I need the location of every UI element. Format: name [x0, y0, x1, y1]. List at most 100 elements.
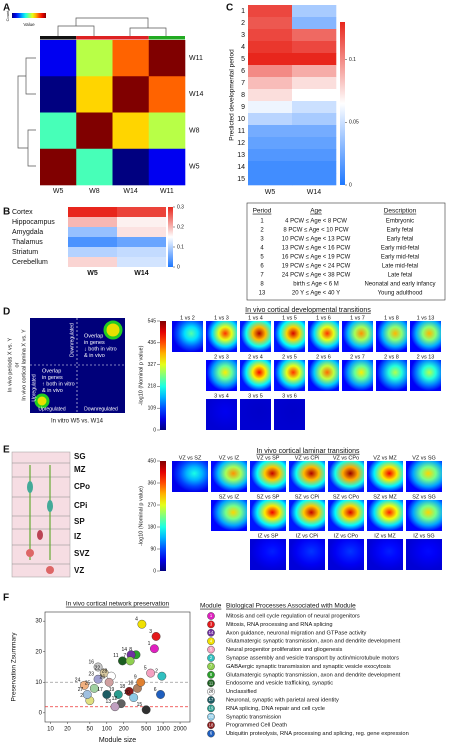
rrho-map	[274, 321, 305, 352]
heatmap-cell	[40, 76, 77, 113]
point-label: 1	[148, 641, 151, 647]
table-cell: 8	[260, 282, 264, 288]
heatmap-cell	[40, 148, 77, 186]
panel-letter: D	[3, 307, 10, 318]
panel-title: In vivo cortical network preservation	[66, 601, 170, 608]
sample-strip	[40, 36, 77, 40]
schematic-blob	[103, 320, 123, 340]
x-tick-label: 20	[64, 727, 71, 733]
row-label: 3	[241, 32, 245, 39]
colorbar-tick-label: 180	[148, 524, 157, 530]
heatmap-cell	[117, 227, 166, 237]
legend-text: Synaptic transmission	[226, 714, 281, 720]
panel-title: In vivo cortical laminar transitions	[256, 448, 360, 455]
row-label: Cerebellum	[12, 259, 48, 266]
row-label: Cortex	[12, 209, 33, 216]
panel-title: In vivo cortical developmental transitio…	[245, 307, 371, 314]
heatmap-cell	[292, 137, 337, 150]
colorbar-tick-label: 0	[153, 568, 156, 574]
module-point	[156, 690, 165, 699]
module-point	[110, 702, 120, 712]
heatmap-cell	[292, 77, 337, 90]
rrho-map	[406, 500, 442, 531]
heatmap-cell	[292, 5, 337, 18]
colorbar	[160, 461, 166, 571]
table-header: Description	[384, 208, 417, 215]
x-tick-label: 1000	[156, 727, 170, 733]
table-cell: 5	[260, 255, 264, 261]
map-label: VZ vs CPi	[295, 455, 319, 461]
axis-label: Module size	[99, 737, 136, 744]
heatmap-cell	[248, 53, 293, 66]
row-label: 11	[238, 128, 245, 135]
rrho-map	[289, 539, 325, 570]
table-cell: 6	[260, 264, 264, 270]
point-label: 27	[78, 687, 84, 693]
heatmap-cell	[40, 112, 77, 150]
heatmap-cell	[76, 76, 113, 113]
module-point	[124, 687, 134, 696]
map-label: IZ vs SP	[258, 533, 279, 539]
table-cell: 8 PCW ≤ Age < 10 PCW	[283, 228, 348, 234]
legend-swatch	[207, 671, 215, 679]
rrho-map	[342, 360, 373, 391]
legend-text: Neural progenitor proliferation and glio…	[226, 647, 343, 653]
map-label: 1 vs 3	[214, 315, 229, 321]
schematic-text: Downregulated	[69, 323, 75, 357]
schematic-text: & in vivo	[84, 353, 105, 359]
map-label: VZ vs IZ	[219, 455, 240, 461]
col-label: W5	[87, 270, 98, 277]
rrho-map	[376, 321, 407, 352]
rrho-map	[289, 500, 325, 531]
module-point	[93, 662, 103, 672]
map-label: IZ vs MZ	[374, 533, 396, 539]
module-point	[136, 677, 146, 687]
table-cell: 1	[260, 219, 264, 225]
table-cell: 19 PCW ≤ Age < 24 PCW	[282, 264, 351, 270]
table-cell: birth ≤ Age < 6 M	[293, 282, 338, 288]
heatmap-cell	[40, 40, 77, 77]
map-label: SZ vs SP	[257, 494, 280, 500]
heatmap-cell	[68, 227, 117, 237]
map-label: VZ vs SG	[412, 455, 436, 461]
colorbar-tick-label: 0.05	[349, 120, 359, 126]
heatmap-cell	[68, 247, 117, 257]
y-tick-label: 20	[35, 649, 42, 655]
layer-label: CPi	[74, 501, 87, 510]
heatmap-cell	[248, 137, 293, 150]
module-point	[102, 690, 112, 699]
point-label: 19	[109, 687, 115, 693]
heatmap-cell	[248, 125, 293, 138]
row-label: 6	[241, 68, 245, 75]
table-border	[246, 202, 446, 301]
legend-module: 7	[210, 664, 213, 669]
module-point	[82, 690, 92, 699]
layer-label: SG	[74, 452, 86, 461]
map-label: 3 vs 4	[214, 393, 229, 399]
legend-module: 3	[210, 622, 213, 627]
module-point	[129, 693, 139, 702]
module-point	[104, 677, 114, 687]
heatmap-cell	[148, 112, 186, 150]
panel-letter: C	[226, 3, 233, 14]
map-label: 1 vs 4	[248, 315, 263, 321]
dendrogram-top	[57, 17, 167, 36]
legend-text: Endosome and vesicle trafficking, synapt…	[226, 681, 333, 687]
table-cell: 16 PCW ≤ Age < 19 PCW	[282, 255, 351, 261]
heatmap-cell	[117, 257, 166, 267]
module-point	[141, 705, 151, 715]
legend-module: 6	[210, 731, 213, 736]
legend-module: 4	[210, 638, 213, 643]
map-label: SZ vs SG	[412, 494, 436, 500]
heatmap-cell	[76, 112, 113, 150]
rrho-map	[367, 500, 403, 531]
heatmap-cell	[292, 173, 337, 186]
heatmap-cell	[68, 207, 117, 217]
rrho-map	[376, 360, 407, 391]
map-label: IZ vs CPo	[334, 533, 358, 539]
schematic-text: & in vivo	[42, 388, 63, 394]
layer-label: CPo	[74, 482, 90, 491]
colorbar-tick-label: 0.3	[177, 204, 184, 210]
map-label: 2 vs 8	[384, 354, 399, 360]
heatmap-cell	[76, 40, 113, 77]
